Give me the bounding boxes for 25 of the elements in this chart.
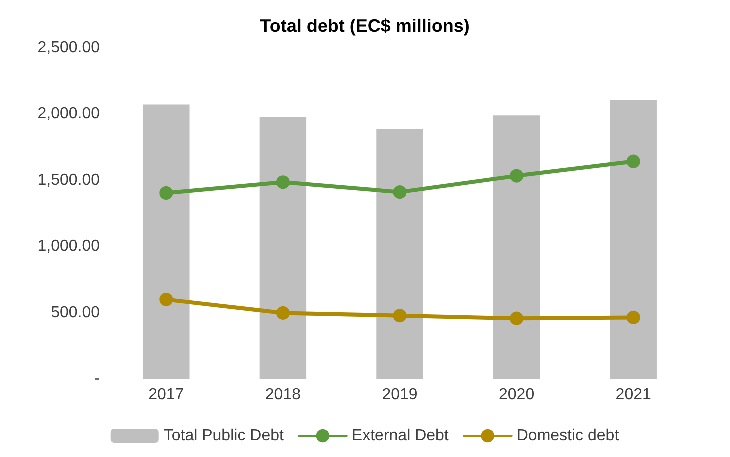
legend-label: Domestic debt <box>516 428 620 444</box>
x-tick-label: 2017 <box>148 386 184 404</box>
point <box>510 312 524 326</box>
x-tick-label: 2020 <box>499 386 535 404</box>
y-tick-label: 2,500.00 <box>38 40 100 56</box>
point <box>160 186 174 200</box>
point <box>276 176 290 190</box>
legend-label: External Debt <box>352 428 450 444</box>
x-tick-label: 2021 <box>616 386 652 404</box>
y-tick-label: 1,000.00 <box>38 238 100 256</box>
x-tick-label: 2018 <box>265 386 302 404</box>
y-tick-label: 500.00 <box>51 304 100 322</box>
point <box>276 306 290 320</box>
legend-label: Total Public Debt <box>164 428 284 444</box>
y-tick-label: - <box>94 370 100 388</box>
point <box>510 169 524 183</box>
y-tick-label: 2,000.00 <box>38 106 100 123</box>
point <box>626 154 640 168</box>
x-tick-label: 2019 <box>382 386 418 404</box>
point <box>160 292 174 306</box>
point <box>393 309 407 323</box>
point <box>393 186 407 200</box>
chart-title: Total debt (EC$ millions) <box>260 16 470 36</box>
y-tick-label: 1,500.00 <box>38 172 100 189</box>
point <box>626 310 640 324</box>
